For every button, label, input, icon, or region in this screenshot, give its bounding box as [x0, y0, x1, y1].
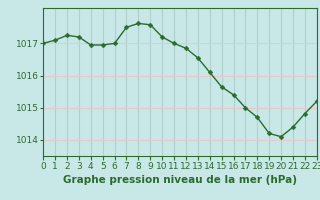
X-axis label: Graphe pression niveau de la mer (hPa): Graphe pression niveau de la mer (hPa) [63, 175, 297, 185]
